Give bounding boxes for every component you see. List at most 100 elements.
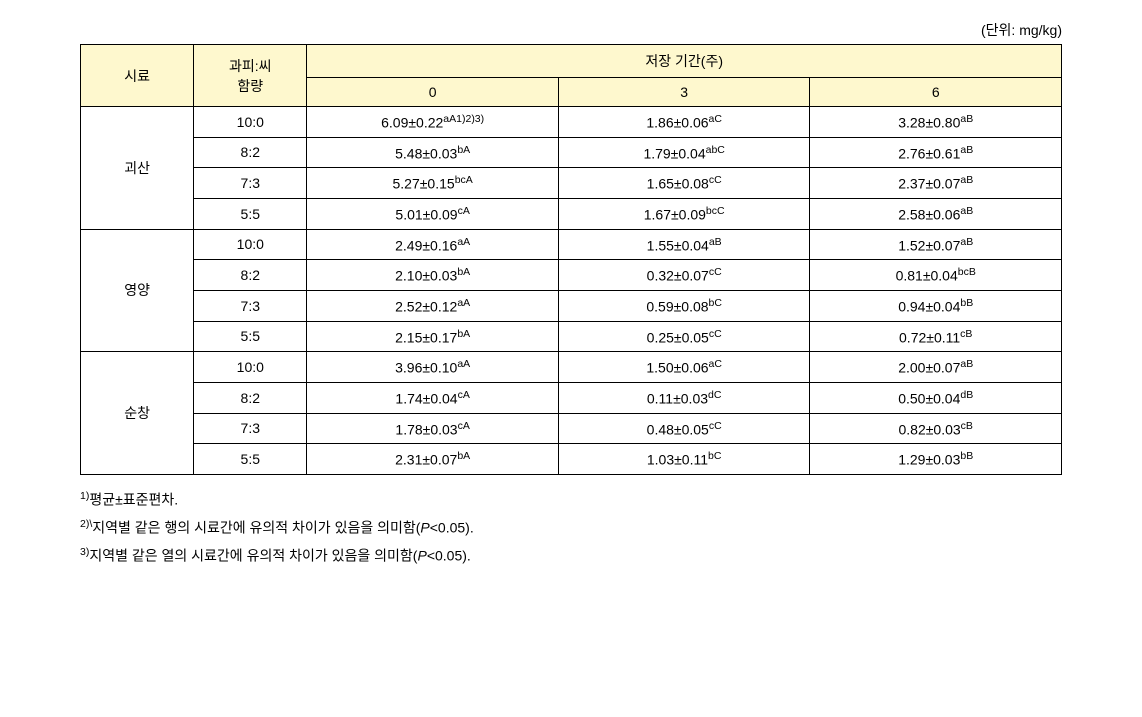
value-cell: 1.78±0.03cA: [307, 413, 559, 444]
value-superscript: bB: [960, 297, 973, 309]
footnote-2-text-a: 지역별 같은 행의 시료간에 유의적 차이가 있음을 의미함(: [92, 519, 420, 535]
header-period-0: 0: [307, 78, 559, 107]
footnote-3-text-a: 지역별 같은 열의 시료간에 유의적 차이가 있음을 의미함(: [89, 547, 417, 563]
footnote-3-p: P: [417, 547, 426, 563]
sample-name-cell: 괴산: [81, 107, 194, 230]
value-cell: 0.25±0.05cC: [558, 321, 810, 352]
value-superscript: aB: [960, 205, 973, 217]
table-row: 괴산10:06.09±0.22aA1)2)3)1.86±0.06aC3.28±0…: [81, 107, 1062, 138]
ratio-cell: 10:0: [194, 229, 307, 260]
value-superscript: cB: [961, 420, 973, 432]
footnote-3-sup: 3): [80, 546, 89, 558]
footnote-1: 1)평균±표준편차.: [80, 487, 1062, 513]
ratio-cell: 5:5: [194, 321, 307, 352]
value-cell: 1.79±0.04abC: [558, 137, 810, 168]
value-cell: 1.74±0.04cA: [307, 382, 559, 413]
value-superscript: aB: [960, 144, 973, 156]
value-superscript: dC: [708, 389, 721, 401]
header-sample: 시료: [81, 45, 194, 107]
footnote-1-sup: 1): [80, 490, 89, 502]
value-superscript: cA: [458, 205, 470, 217]
value-superscript: bC: [709, 297, 722, 309]
value-superscript: aC: [709, 113, 722, 125]
ratio-cell: 7:3: [194, 168, 307, 199]
value-superscript: bcC: [706, 205, 725, 217]
value-superscript: aB: [960, 236, 973, 248]
table-body: 괴산10:06.09±0.22aA1)2)3)1.86±0.06aC3.28±0…: [81, 107, 1062, 475]
table-row: 5:52.31±0.07bA1.03±0.11bC1.29±0.03bB: [81, 444, 1062, 475]
value-superscript: bA: [457, 266, 470, 278]
header-period-6: 6: [810, 78, 1062, 107]
table-row: 5:52.15±0.17bA0.25±0.05cC0.72±0.11cB: [81, 321, 1062, 352]
value-cell: 2.37±0.07aB: [810, 168, 1062, 199]
table-row: 7:35.27±0.15bcA1.65±0.08cC2.37±0.07aB: [81, 168, 1062, 199]
value-cell: 1.55±0.04aB: [558, 229, 810, 260]
value-cell: 2.76±0.61aB: [810, 137, 1062, 168]
value-superscript: cA: [458, 420, 470, 432]
value-superscript: aA: [457, 236, 470, 248]
value-superscript: cC: [709, 420, 722, 432]
footnotes: 1)평균±표준편차. 2)\지역별 같은 행의 시료간에 유의적 차이가 있음을…: [80, 487, 1062, 569]
value-superscript: aB: [960, 358, 973, 370]
value-cell: 1.67±0.09bcC: [558, 198, 810, 229]
value-superscript: cC: [709, 328, 722, 340]
value-superscript: bcA: [455, 174, 473, 186]
footnote-2-p: P: [420, 519, 429, 535]
value-superscript: bA: [457, 450, 470, 462]
table-row: 8:21.74±0.04cA0.11±0.03dC0.50±0.04dB: [81, 382, 1062, 413]
value-superscript: bB: [960, 450, 973, 462]
value-superscript: aB: [960, 113, 973, 125]
value-cell: 2.52±0.12aA: [307, 290, 559, 321]
footnote-3-text-b: <0.05).: [427, 547, 471, 563]
value-cell: 3.28±0.80aB: [810, 107, 1062, 138]
sample-name-cell: 영양: [81, 229, 194, 352]
ratio-cell: 7:3: [194, 290, 307, 321]
sample-name-cell: 순창: [81, 352, 194, 475]
value-cell: 5.27±0.15bcA: [307, 168, 559, 199]
header-period-3: 3: [558, 78, 810, 107]
value-cell: 0.72±0.11cB: [810, 321, 1062, 352]
value-superscript: bA: [457, 144, 470, 156]
value-cell: 1.03±0.11bC: [558, 444, 810, 475]
footnote-3: 3)지역별 같은 열의 시료간에 유의적 차이가 있음을 의미함(P<0.05)…: [80, 543, 1062, 569]
value-cell: 5.48±0.03bA: [307, 137, 559, 168]
value-cell: 2.00±0.07aB: [810, 352, 1062, 383]
table-row: 5:55.01±0.09cA1.67±0.09bcC2.58±0.06aB: [81, 198, 1062, 229]
table-row: 영양10:02.49±0.16aA1.55±0.04aB1.52±0.07aB: [81, 229, 1062, 260]
value-superscript: bC: [708, 450, 721, 462]
value-cell: 1.52±0.07aB: [810, 229, 1062, 260]
value-superscript: cC: [709, 266, 722, 278]
value-superscript: cA: [458, 389, 470, 401]
value-superscript: bcB: [958, 266, 976, 278]
value-cell: 0.50±0.04dB: [810, 382, 1062, 413]
ratio-cell: 8:2: [194, 260, 307, 291]
table-row: 7:32.52±0.12aA0.59±0.08bC0.94±0.04bB: [81, 290, 1062, 321]
value-superscript: cC: [709, 174, 722, 186]
ratio-cell: 7:3: [194, 413, 307, 444]
value-cell: 2.49±0.16aA: [307, 229, 559, 260]
value-superscript: aB: [960, 174, 973, 186]
ratio-cell: 8:2: [194, 137, 307, 168]
value-superscript: aA: [457, 297, 470, 309]
value-cell: 1.65±0.08cC: [558, 168, 810, 199]
value-superscript: aB: [709, 236, 722, 248]
value-cell: 2.15±0.17bA: [307, 321, 559, 352]
value-cell: 2.10±0.03bA: [307, 260, 559, 291]
value-superscript: aA1)2)3): [443, 113, 484, 125]
value-superscript: aC: [709, 358, 722, 370]
value-cell: 0.48±0.05cC: [558, 413, 810, 444]
value-cell: 3.96±0.10aA: [307, 352, 559, 383]
value-cell: 0.94±0.04bB: [810, 290, 1062, 321]
header-ratio: 과피:씨함량: [194, 45, 307, 107]
table-row: 8:25.48±0.03bA1.79±0.04abC2.76±0.61aB: [81, 137, 1062, 168]
ratio-cell: 10:0: [194, 352, 307, 383]
value-cell: 0.11±0.03dC: [558, 382, 810, 413]
footnote-1-text: 평균±표준편차.: [89, 492, 178, 508]
table-row: 7:31.78±0.03cA0.48±0.05cC0.82±0.03cB: [81, 413, 1062, 444]
value-cell: 0.82±0.03cB: [810, 413, 1062, 444]
value-cell: 2.58±0.06aB: [810, 198, 1062, 229]
value-superscript: abC: [706, 144, 725, 156]
ratio-cell: 5:5: [194, 198, 307, 229]
value-superscript: dB: [960, 389, 973, 401]
ratio-cell: 8:2: [194, 382, 307, 413]
